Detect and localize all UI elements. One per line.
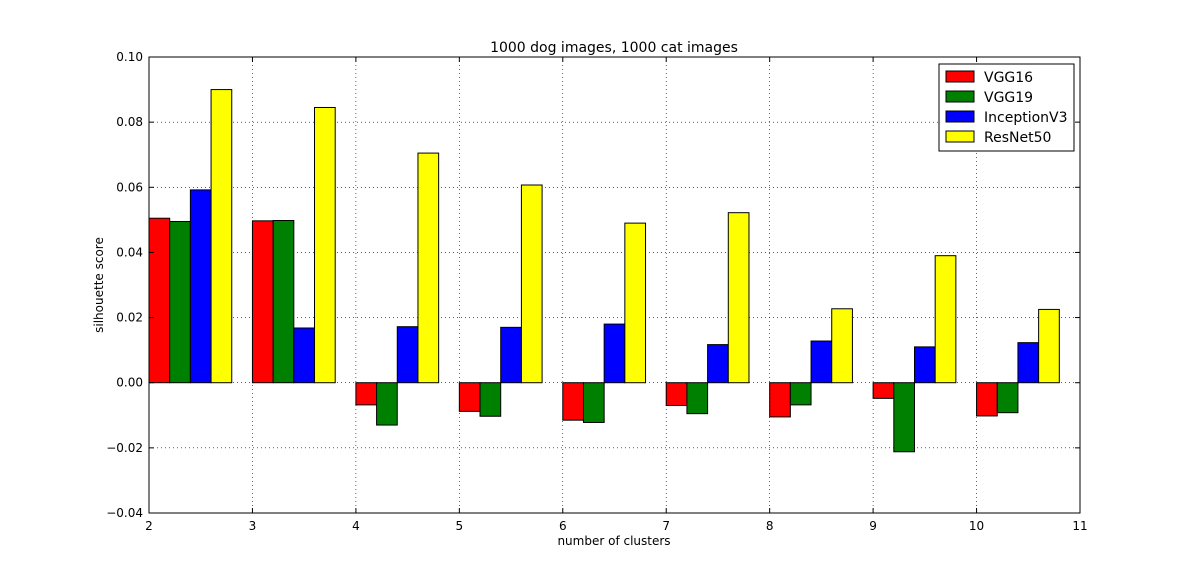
y-tick-label: 0.04 (116, 245, 143, 259)
x-tick-label: 2 (145, 519, 153, 533)
y-tick-label: 0.10 (116, 50, 143, 64)
bar-resnet50-3 (314, 106, 336, 384)
bar-resnet50-4 (417, 152, 440, 384)
bar-resnet50-5 (520, 184, 543, 384)
y-tick-label: −0.04 (106, 506, 143, 520)
bar-resnet50-2 (210, 89, 233, 384)
bar-inceptionv3-4 (396, 326, 419, 384)
bar-inceptionv3-2 (189, 189, 212, 384)
bar-vgg19-4 (376, 382, 398, 426)
bar-resnet50-8 (831, 308, 853, 384)
bar-vgg16-8 (769, 382, 791, 418)
bar-inceptionv3-5 (500, 326, 522, 384)
bar-vgg16-7 (665, 382, 688, 407)
bar-inceptionv3-3 (293, 327, 316, 384)
bar-resnet50-10 (1038, 308, 1060, 384)
y-tick-label: 0.00 (116, 376, 143, 390)
bar-inceptionv3-7 (707, 344, 729, 384)
y-tick-label: 0.06 (116, 180, 143, 194)
bar-inceptionv3-6 (603, 323, 626, 384)
x-tick-label: 6 (559, 519, 567, 533)
legend-swatch-resnet50 (945, 130, 975, 143)
x-tick-label: 10 (969, 519, 984, 533)
x-tick-label: 7 (662, 519, 670, 533)
legend-swatch-vgg19 (945, 90, 975, 103)
x-tick-label: 5 (456, 519, 464, 533)
legend-swatch-inceptionv3 (945, 110, 975, 123)
bar-vgg16-10 (976, 382, 998, 417)
bar-vgg19-9 (893, 382, 915, 453)
y-axis-label: silhouette score (92, 237, 106, 333)
x-tick-label: 4 (352, 519, 360, 533)
bar-vgg19-6 (582, 382, 605, 423)
bar-resnet50-7 (727, 212, 750, 384)
bar-vgg19-7 (686, 382, 709, 415)
bar-vgg19-3 (272, 220, 295, 384)
bar-vgg16-5 (458, 382, 481, 412)
y-tick-label: 0.02 (116, 311, 143, 325)
bar-vgg16-9 (872, 382, 895, 399)
x-tick-label: 3 (249, 519, 257, 533)
bar-inceptionv3-8 (810, 340, 833, 384)
bar-vgg19-8 (789, 382, 812, 406)
y-tick-label: −0.02 (106, 441, 143, 455)
bar-vgg19-2 (169, 220, 191, 384)
bar-inceptionv3-10 (1017, 342, 1040, 384)
legend-label-inceptionv3: InceptionV3 (984, 110, 1068, 126)
x-tick-label: 8 (766, 519, 774, 533)
plot-frame (148, 56, 1081, 514)
y-tick-label: 0.08 (116, 115, 143, 129)
bar-vgg16-6 (562, 382, 584, 421)
bar-vgg16-2 (148, 217, 171, 384)
legend-label-vgg19: VGG19 (984, 90, 1033, 106)
bar-resnet50-9 (934, 255, 957, 384)
legend-label-resnet50: ResNet50 (984, 130, 1051, 146)
bar-vgg16-3 (251, 220, 274, 384)
bar-vgg16-4 (355, 382, 378, 406)
bar-vgg19-10 (996, 382, 1019, 414)
x-tick-label: 9 (869, 519, 877, 533)
x-axis-label: number of clusters (557, 534, 670, 548)
bar-resnet50-6 (624, 222, 647, 384)
legend-swatch-vgg16 (945, 70, 975, 83)
chart-title: 1000 dog images, 1000 cat images (490, 40, 738, 56)
legend-label-vgg16: VGG16 (984, 70, 1033, 86)
bar-inceptionv3-9 (913, 346, 936, 384)
bar-vgg19-5 (479, 382, 502, 417)
x-tick-label: 11 (1072, 519, 1087, 533)
